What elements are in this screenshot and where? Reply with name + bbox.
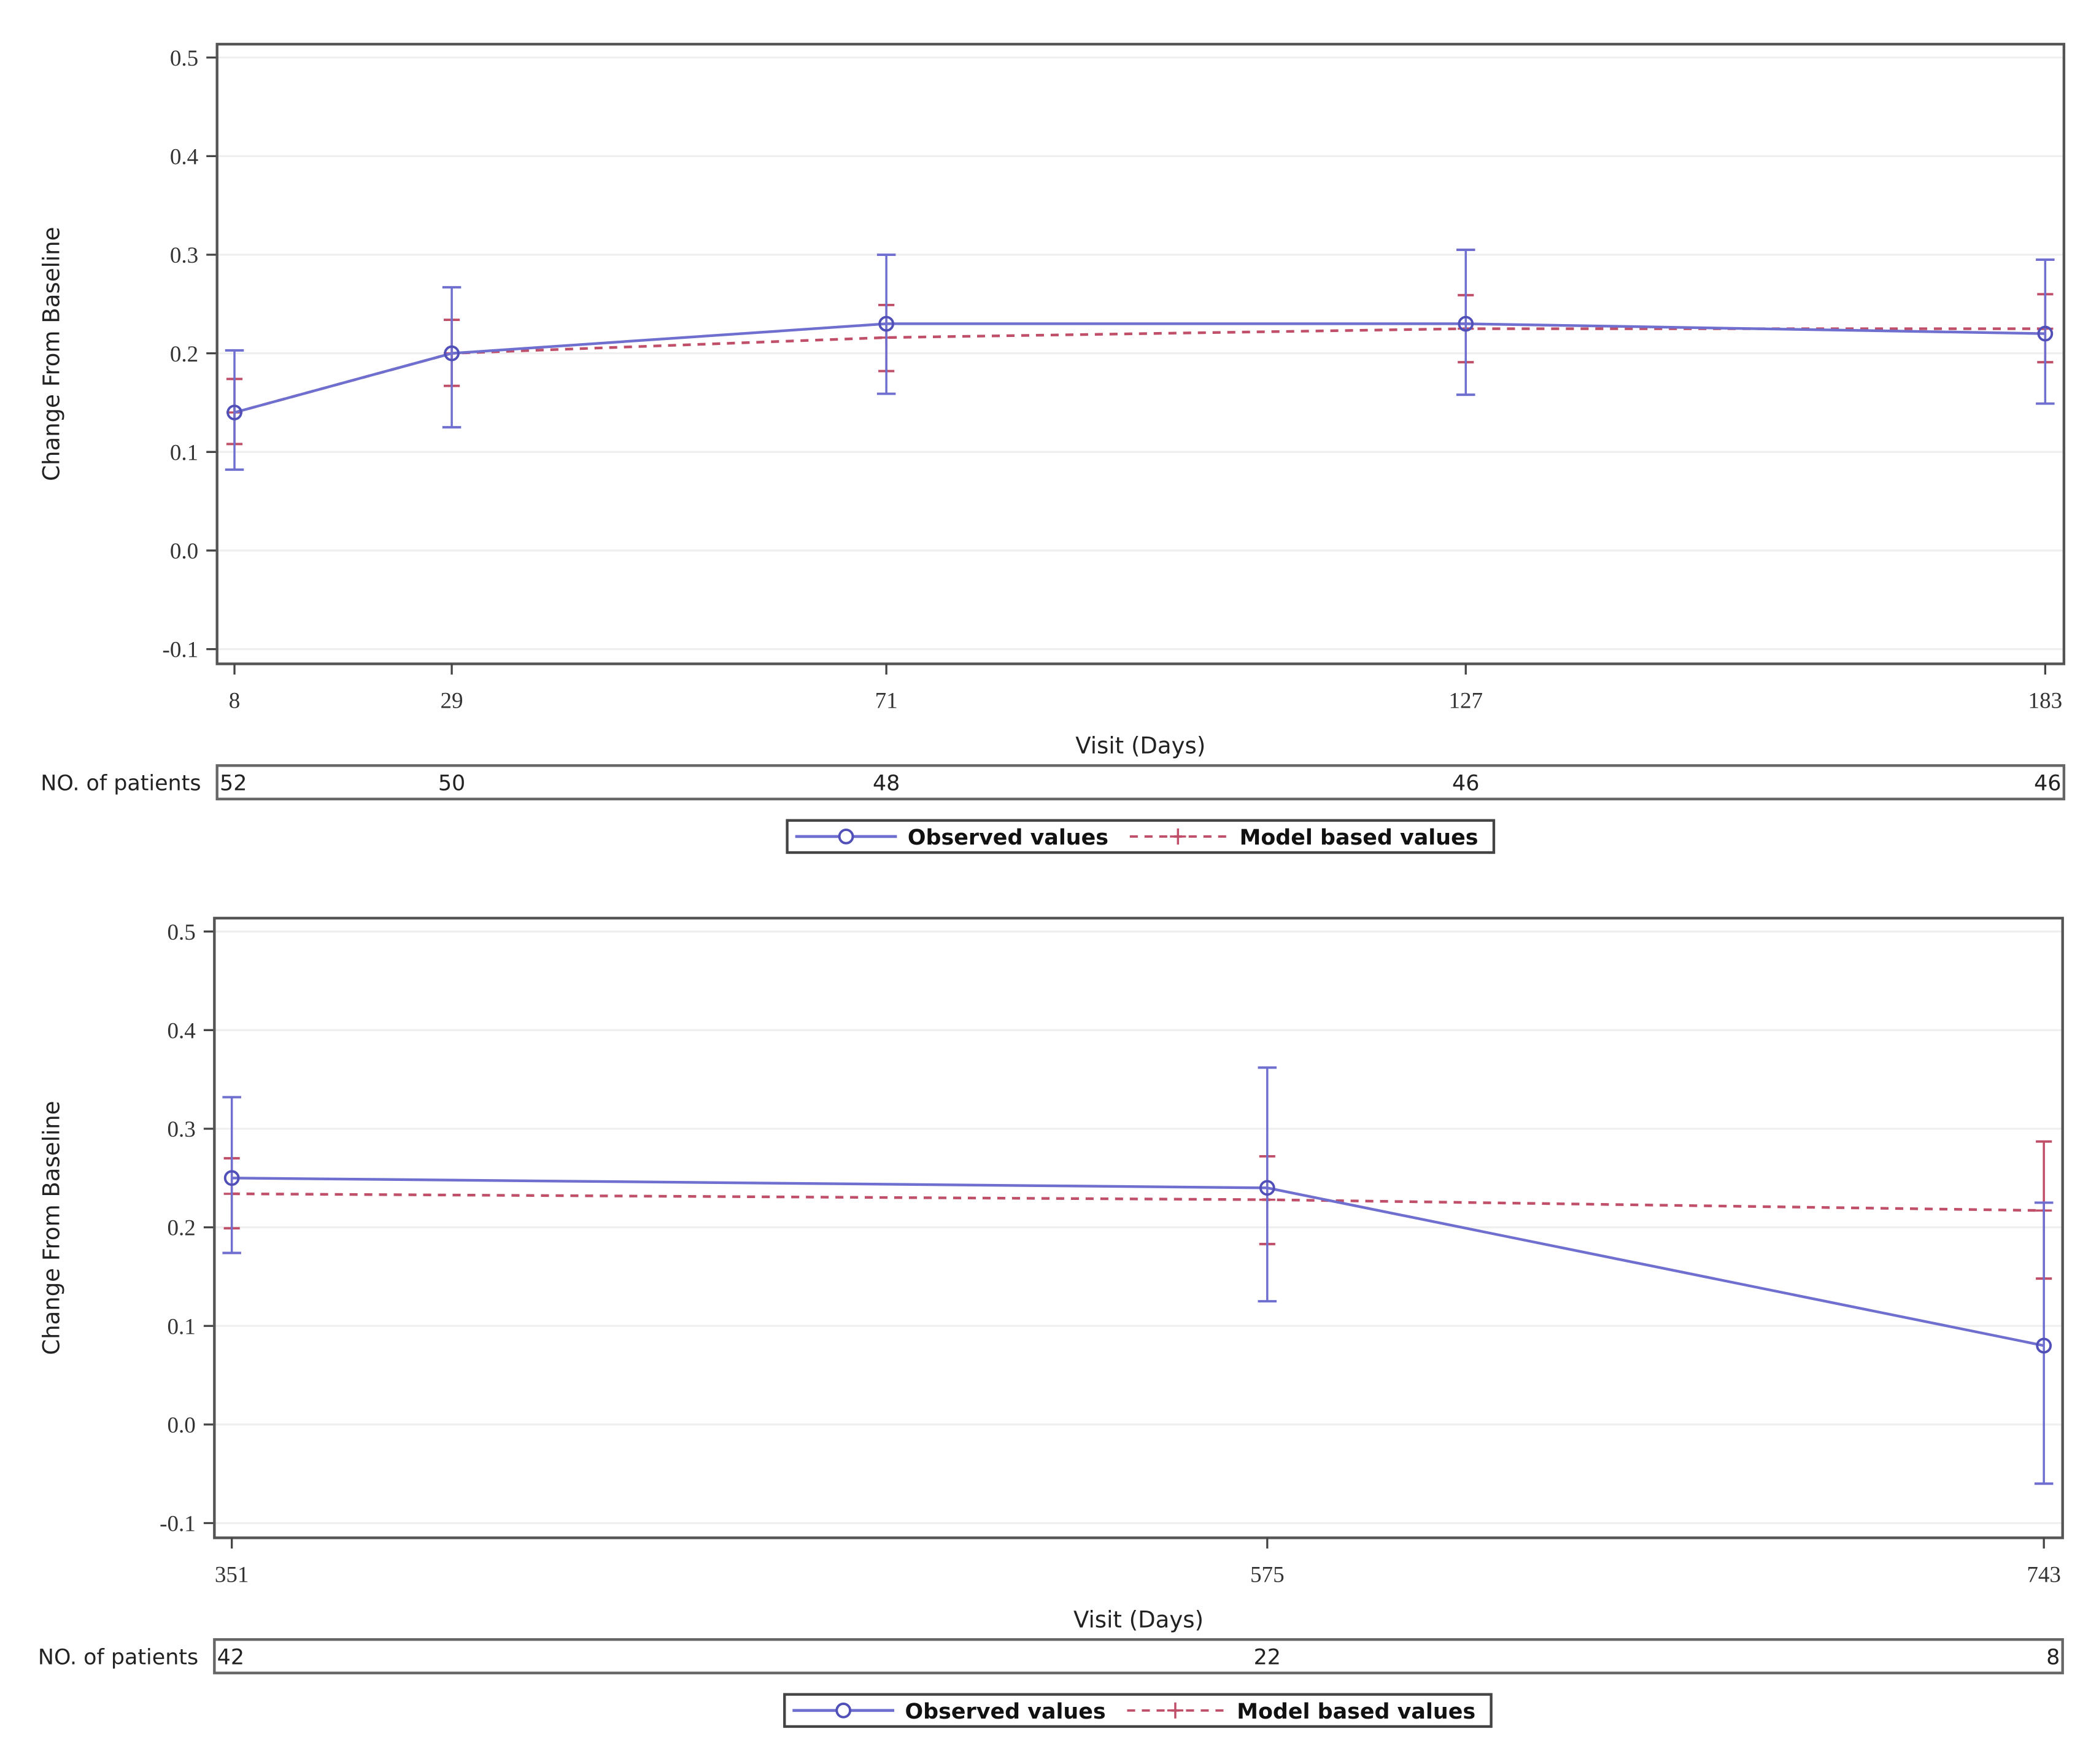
x-tick-label: 127 (1448, 689, 1483, 714)
legend: Observed values Model based values (783, 1693, 1493, 1728)
data-point (1458, 315, 1474, 332)
x-tick-label: 351 (215, 1562, 249, 1587)
data-point (444, 345, 460, 362)
series-observed (222, 1066, 2054, 1485)
legend-observed-label: Observed values (908, 826, 1108, 850)
legend-model-label: Model based values (1240, 826, 1479, 850)
series-line (234, 327, 2046, 414)
x-axis-label: Visit (Days) (1075, 733, 1205, 759)
y-tick-label: 0.3 (170, 243, 198, 268)
chart-panel-1: -0.1 0.0 0.1 0.2 0.3 0.4 0.5 Change From Baseli… (38, 42, 2066, 854)
y-tick-label: 0.0 (167, 1413, 195, 1438)
series-line (231, 1192, 2044, 1212)
patients-count: 8 (2046, 1646, 2060, 1670)
data-point (2036, 1337, 2052, 1354)
legend-observed-marker (835, 1702, 852, 1719)
y-tick-label: 0.2 (167, 1216, 195, 1241)
y-tick-label: 0.1 (170, 440, 198, 465)
data-point (1259, 1180, 1275, 1196)
chart-panel-2: -0.1 0.0 0.1 0.2 0.3 0.4 0.5 Change From Baseli… (38, 916, 2064, 1728)
patients-count: 46 (1452, 772, 1479, 796)
y-tick-label: 0.0 (170, 539, 198, 564)
series-model (223, 1140, 2052, 1280)
patients-count: 50 (438, 772, 465, 796)
legend-model-marker (1170, 828, 1186, 845)
patients-count: 52 (220, 772, 247, 796)
y-tick-label: 0.2 (170, 342, 198, 367)
y-axis-label: Change From Baseline (38, 227, 64, 481)
y-axis-label: Change From Baseline (38, 1101, 64, 1355)
y-tick-label: 0.5 (167, 920, 195, 945)
x-tick-label: 8 (229, 689, 241, 714)
patients-count: 46 (2034, 772, 2061, 796)
data-point (878, 315, 895, 332)
x-tick-label: 29 (441, 689, 463, 714)
legend-observed-label: Observed values (905, 1700, 1105, 1724)
legend-box (783, 1693, 1493, 1728)
patients-row-box (213, 1638, 2064, 1674)
y-tick-label: -0.1 (162, 638, 198, 663)
y-tick-label: 0.1 (167, 1314, 195, 1339)
data-point (226, 404, 242, 420)
patients-count: 48 (873, 772, 900, 796)
patients-count: 22 (1254, 1646, 1281, 1670)
x-tick-label: 71 (875, 689, 898, 714)
patients-row-label: NO. of patients (41, 772, 201, 796)
legend-observed-marker (838, 828, 854, 845)
series-observed (225, 249, 2055, 471)
series-model (226, 293, 2054, 446)
data-point (223, 1170, 240, 1186)
y-tick-label: 0.3 (167, 1117, 195, 1142)
x-tick-label: 575 (1250, 1562, 1285, 1587)
legend-box (786, 819, 1496, 854)
patients-count: 42 (217, 1646, 244, 1670)
y-tick-label: 0.4 (167, 1018, 195, 1043)
patients-row-box (215, 764, 2066, 800)
legend-model-marker (1167, 1702, 1184, 1719)
y-tick-label: 0.5 (170, 46, 198, 71)
y-tick-label: -0.1 (160, 1512, 196, 1537)
data-point (2037, 325, 2054, 342)
x-axis-label: Visit (Days) (1073, 1607, 1204, 1633)
patients-row-label: NO. of patients (38, 1646, 198, 1670)
x-tick-label: 743 (2027, 1562, 2061, 1587)
x-tick-label: 183 (2028, 689, 2063, 714)
legend: Observed values Model based values (786, 819, 1496, 854)
plot-frame (215, 42, 2066, 665)
legend-model-label: Model based values (1237, 1700, 1475, 1724)
plot-frame (213, 916, 2064, 1539)
series-line (234, 322, 2046, 414)
y-tick-label: 0.4 (170, 144, 198, 169)
series-line (231, 1177, 2044, 1347)
